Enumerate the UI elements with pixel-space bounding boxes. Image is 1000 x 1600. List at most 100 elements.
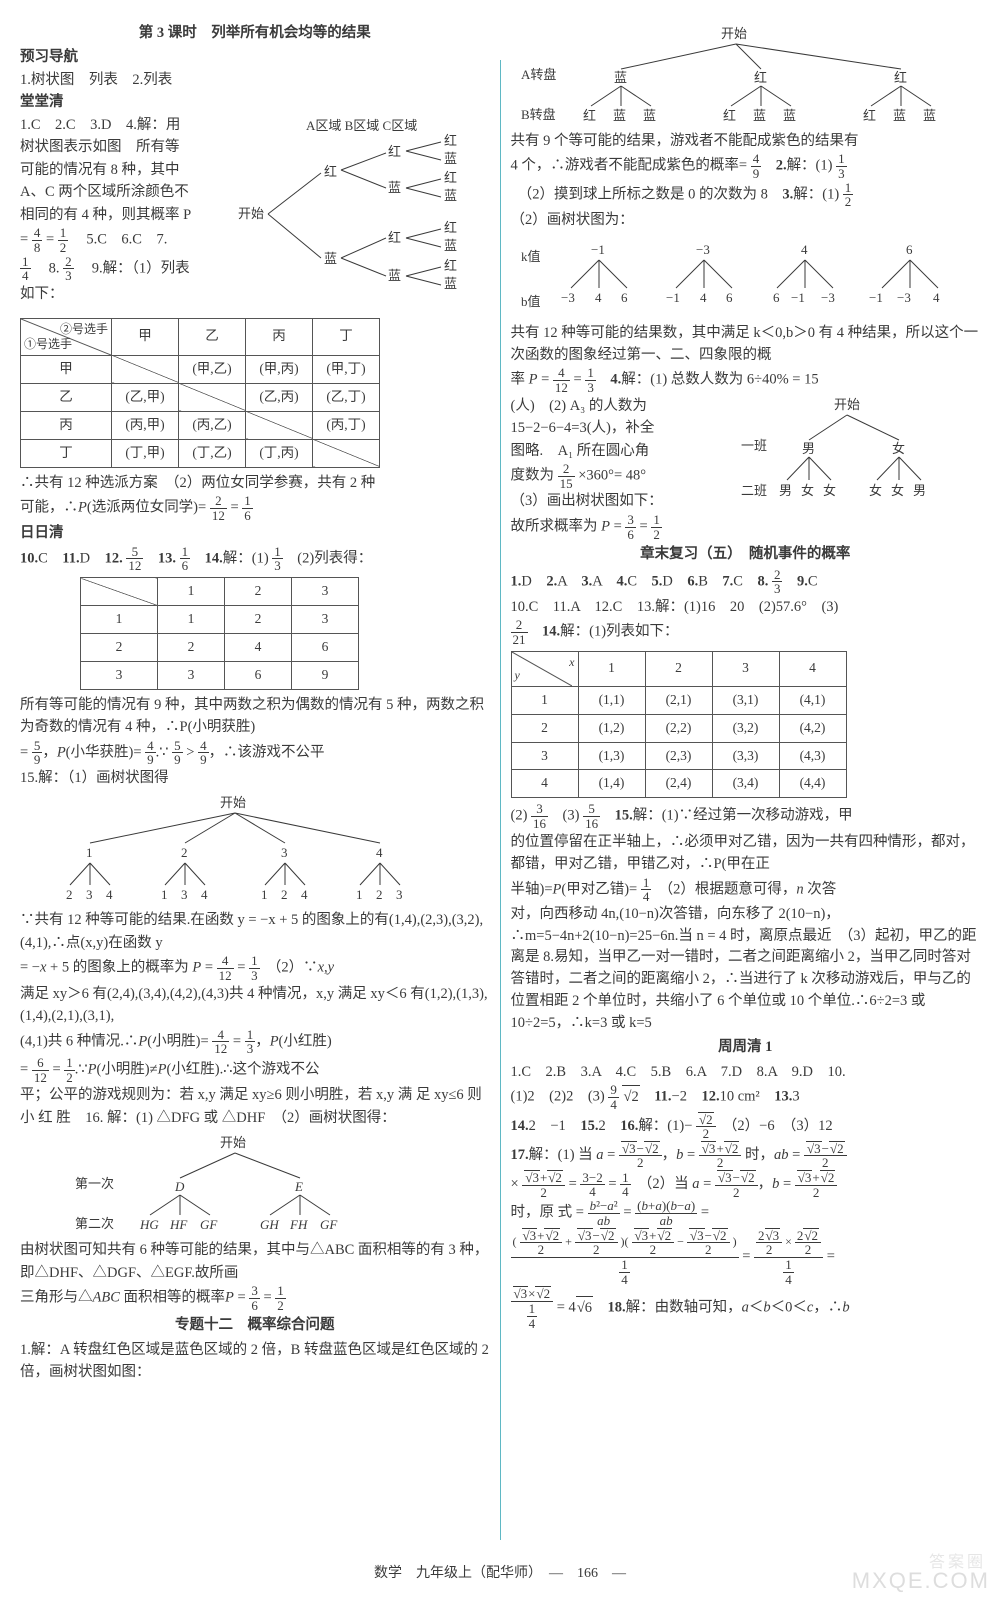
table-cell: 3: [712, 651, 779, 686]
fraction: 48: [32, 226, 43, 254]
text: 所有等可能的情况有 9 种，其中两数之积为偶数的情况有 5 种，两数之积为奇数的…: [20, 694, 490, 739]
svg-text:4: 4: [201, 887, 208, 902]
svg-text:−3: −3: [821, 290, 835, 305]
fraction: 12: [651, 513, 662, 541]
table-cell: (甲,丙): [246, 355, 313, 383]
table-cell: (2,2): [645, 714, 712, 742]
table-cell: 1: [81, 605, 158, 633]
svg-text:A转盘: A转盘: [521, 67, 556, 82]
svg-text:女: 女: [869, 483, 882, 498]
fraction: 412: [553, 366, 570, 394]
watermark-bottom: MXQE.COM: [852, 1568, 990, 1594]
text: × √3+√22 = 3−24 = 14 （2）当 a = √3−√22，b =…: [511, 1170, 981, 1199]
svg-text:一班: 一班: [741, 438, 767, 453]
svg-text:4: 4: [595, 290, 602, 305]
table-cell: (1,3): [578, 742, 645, 770]
fraction: 12: [275, 1284, 286, 1312]
fraction: 23: [772, 568, 783, 596]
tree-diagram-5: k值b值 −1−3 46 −346 −146 6−1−3 −1−34: [511, 236, 971, 316]
svg-text:蓝: 蓝: [324, 251, 337, 266]
table-1: ②号选手 ①号选手 甲 乙 丙 丁 甲(甲,乙)(甲,丙)(甲,丁) 乙(乙,甲…: [20, 318, 380, 468]
table-cell: [246, 411, 313, 439]
text: 半轴)=P(甲对乙错)= 14 （2）根据题意可得，n 次答: [511, 876, 981, 904]
svg-text:蓝: 蓝: [893, 108, 906, 123]
page: 第 3 课时 列举所有机会均等的结果 预习导航 1.树状图 列表 2.列表 堂堂…: [0, 0, 1000, 1600]
svg-text:1: 1: [261, 887, 268, 902]
text: 三角形与△ABC 面积相等的概率P = 36 = 12: [20, 1284, 490, 1312]
svg-text:女: 女: [801, 483, 814, 498]
svg-text:b值: b值: [521, 294, 541, 309]
svg-text:6: 6: [773, 290, 780, 305]
text: 8.: [34, 260, 63, 276]
svg-text:红: 红: [863, 108, 876, 123]
svg-text:4: 4: [933, 290, 940, 305]
table-cell: 丙: [246, 318, 313, 355]
text: 5.C 6.C 7.: [72, 232, 167, 248]
fraction: ( √3+√22 + √3−√22 )( √3+√22 − √3−√22 ) 1…: [511, 1228, 739, 1287]
svg-text:FH: FH: [289, 1217, 308, 1232]
fraction: √3−√22: [804, 1141, 847, 1170]
fraction: 516: [583, 802, 600, 830]
fraction: 215: [558, 462, 575, 490]
svg-text:红: 红: [444, 220, 457, 235]
fraction: 94: [608, 1083, 619, 1111]
fraction: 13: [272, 545, 283, 573]
text: (2) 316 (3) 516 15.解：(1)∵经过第一次移动游戏，甲: [511, 802, 981, 830]
text: 共有 12 种等可能的结果数，其中满足 k＜0,b＞0 有 4 种结果，所以这个…: [511, 322, 981, 367]
svg-text:红: 红: [388, 144, 401, 159]
text: ( √3+√22 + √3−√22 )( √3+√22 − √3−√22 ) 1…: [511, 1228, 981, 1287]
text: √3×√2 14 = 4√6 18.解：由数轴可知，a＜b＜0＜c，∴b: [511, 1286, 981, 1330]
table-cell: (乙,丙): [246, 383, 313, 411]
table-cell: 2: [225, 578, 292, 606]
svg-text:−3: −3: [696, 242, 710, 257]
svg-text:二班: 二班: [741, 483, 767, 498]
svg-text:4: 4: [376, 845, 383, 860]
svg-text:第一次: 第一次: [75, 1176, 114, 1191]
text-block: 1.C 2.C 3.D 4.解：用 树状图表示如图 所有等 可能的情况有 8 种…: [20, 114, 230, 314]
fraction: 59: [32, 739, 43, 767]
text: （2）摸到球上所标之数是 0 的次数为 8 3.解：(1) 12: [511, 181, 981, 209]
table-cell: 甲: [21, 355, 112, 383]
text: 满足 xy＞6 有(2,4),(3,4),(4,2),(4,3)共 4 种情况，…: [20, 983, 490, 1028]
text: 对，向西移动 4n,(10−n)次答错，向东移了 2(10−n)，∴m=5−4n…: [511, 904, 981, 1035]
text: x: [569, 653, 574, 672]
text: 率 P = 412 = 13 4.解：(1) 总数人数为 6÷40% = 15: [511, 366, 981, 394]
text: 17.解：(1) 当 a = √3−√22，b = √3+√22 时，ab = …: [511, 1141, 981, 1170]
table-cell: 2: [645, 651, 712, 686]
text: 相同的有 4 种，则其概率 P: [20, 204, 230, 226]
svg-text:蓝: 蓝: [614, 70, 627, 85]
text: = 48 = 12 5.C 6.C 7.: [20, 226, 230, 254]
svg-text:男: 男: [802, 441, 815, 456]
svg-text:女: 女: [823, 483, 836, 498]
fraction: √3+√22: [522, 1170, 565, 1199]
text: ∵共有 12 种等可能的结果.在函数 y = −x + 5 的图象上的有(1,4…: [20, 909, 490, 954]
svg-text:−1: −1: [869, 290, 883, 305]
section-title-4: 周周清 1: [511, 1036, 981, 1058]
text: = 612 = 12.∵P(小明胜)≠P(小红胜).∴这个游戏不公: [20, 1056, 490, 1084]
section-title-3: 章末复习（五） 随机事件的概率: [511, 543, 981, 565]
text: 1.D 2.A 3.A 4.C 5.D 6.B 7.C 8. 23 9.C: [511, 568, 981, 596]
tree-diagram-4: 开始 A转盘 B转盘 蓝红红 红蓝蓝 红蓝蓝 红蓝蓝: [511, 24, 971, 124]
table-cell: [81, 578, 158, 606]
text: 15−2−6−4=3(人)，补全: [511, 417, 731, 439]
svg-text:女: 女: [892, 441, 905, 456]
table-cell: 4: [779, 651, 846, 686]
svg-text:红: 红: [754, 70, 767, 85]
svg-text:红: 红: [388, 230, 401, 245]
table-cell: 4: [511, 770, 578, 798]
text: （2）画树状图为：: [511, 209, 981, 231]
fraction: 12: [58, 226, 69, 254]
table-cell: (4,2): [779, 714, 846, 742]
fraction: 59: [172, 739, 183, 767]
fraction: 13: [836, 152, 847, 180]
svg-text:蓝: 蓝: [444, 238, 457, 253]
table-cell: (3,3): [712, 742, 779, 770]
table-cell: (3,1): [712, 686, 779, 714]
svg-text:A区域 B区域 C区域: A区域 B区域 C区域: [306, 118, 417, 133]
table-cell: (4,4): [779, 770, 846, 798]
text: 可能的情况有 8 种，其中: [20, 159, 230, 181]
table-cell: (1,2): [578, 714, 645, 742]
table-cell: (2,3): [645, 742, 712, 770]
svg-text:男: 男: [779, 483, 792, 498]
svg-text:红: 红: [444, 170, 457, 185]
